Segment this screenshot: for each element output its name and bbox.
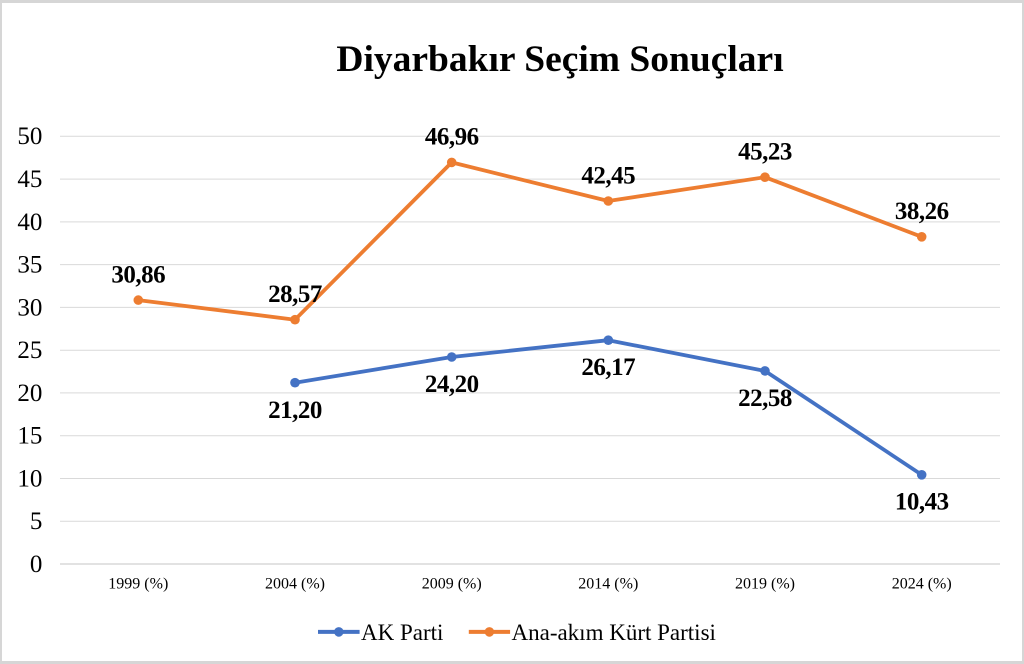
svg-text:22,58: 22,58 [738,385,792,412]
svg-text:45,23: 45,23 [738,139,792,166]
svg-text:45: 45 [17,166,42,193]
svg-text:35: 35 [17,252,42,279]
svg-text:Diyarbakır Seçim Sonuçları: Diyarbakır Seçim Sonuçları [336,39,783,80]
svg-text:30,86: 30,86 [111,261,165,288]
svg-text:10,43: 10,43 [895,489,949,516]
svg-text:50: 50 [17,123,42,150]
svg-text:15: 15 [17,423,42,450]
svg-text:0: 0 [30,551,43,578]
svg-text:Ana-akım Kürt Partisi: Ana-akım Kürt Partisi [512,620,716,645]
svg-text:2014 (%): 2014 (%) [578,576,638,593]
svg-text:24,20: 24,20 [425,371,479,398]
svg-text:46,96: 46,96 [425,124,479,151]
svg-text:2004 (%): 2004 (%) [265,576,325,593]
svg-text:2019 (%): 2019 (%) [735,576,795,593]
svg-text:30: 30 [17,294,42,321]
svg-text:21,20: 21,20 [268,397,322,424]
svg-text:42,45: 42,45 [581,162,635,189]
svg-text:2024 (%): 2024 (%) [892,576,952,593]
svg-text:AK Parti: AK Parti [361,620,443,645]
svg-text:1999 (%): 1999 (%) [108,576,168,593]
svg-text:40: 40 [17,209,42,236]
svg-text:26,17: 26,17 [581,354,635,381]
svg-text:5: 5 [30,508,43,535]
svg-text:28,57: 28,57 [268,281,322,308]
svg-text:10: 10 [17,465,42,492]
svg-text:20: 20 [17,380,42,407]
svg-text:25: 25 [17,337,42,364]
svg-text:2009 (%): 2009 (%) [422,576,482,593]
svg-text:38,26: 38,26 [895,198,949,225]
